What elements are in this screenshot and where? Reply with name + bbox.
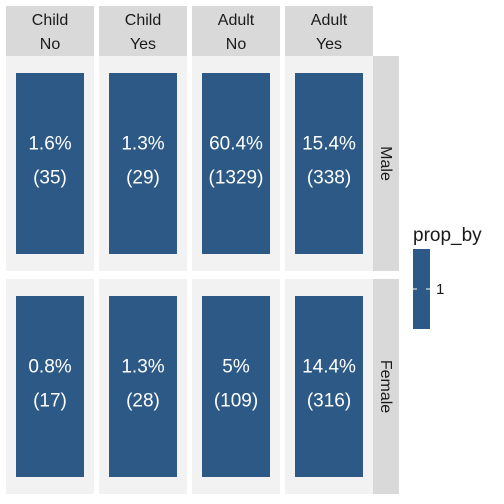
column-strip-label-bottom: No <box>226 36 247 53</box>
cell-count-label: (316) <box>307 391 351 412</box>
mosaic-bar <box>16 296 84 477</box>
cell-count-label: (338) <box>307 168 351 189</box>
legend-label: 1 <box>436 281 444 298</box>
column-strip-label-top: Adult <box>218 12 255 29</box>
mosaic-bar <box>109 73 177 254</box>
cell-count-label: (28) <box>126 391 160 412</box>
panel-cell: 14.4% (316) <box>285 279 373 494</box>
column-strip: Child No <box>6 6 94 56</box>
panel-cell: 1.6% (35) <box>6 56 94 271</box>
row-strip-bg <box>372 56 399 271</box>
mosaic-bar <box>109 296 177 477</box>
panel-cell: 1.3% (28) <box>99 279 187 494</box>
mosaic-bar <box>16 73 84 254</box>
row-strip-label: Female <box>377 360 394 413</box>
column-strip-label-bottom: Yes <box>130 36 156 53</box>
cell-count-label: (35) <box>33 168 67 189</box>
column-strip-bg <box>192 6 280 56</box>
mosaic-bar <box>295 296 363 477</box>
column-strip: Adult No <box>192 6 280 56</box>
column-strip-label-top: Child <box>32 12 68 29</box>
column-strip: Adult Yes <box>285 6 373 56</box>
row-strip-label: Male <box>377 146 394 181</box>
column-strips: Child No Child Yes Adult No Adult Yes <box>6 6 373 56</box>
panel-cell: 5% (109) <box>192 279 280 494</box>
cell-percent-label: 1.3% <box>121 357 164 378</box>
cell-count-label: (17) <box>33 391 67 412</box>
cell-percent-label: 15.4% <box>302 134 356 155</box>
mosaic-bar <box>202 73 270 254</box>
cell-percent-label: 60.4% <box>209 134 263 155</box>
legend-color-key <box>413 249 430 329</box>
row-strip: Female <box>372 279 399 494</box>
panel-cell: 15.4% (338) <box>285 56 373 271</box>
column-strip-bg <box>6 6 94 56</box>
row-strip: Male <box>372 56 399 271</box>
column-strip-label-top: Adult <box>311 12 348 29</box>
mosaic-bar <box>202 296 270 477</box>
column-strip-label-bottom: Yes <box>316 36 342 53</box>
cell-percent-label: 5% <box>222 357 250 378</box>
column-strip-label-top: Child <box>125 12 161 29</box>
cell-percent-label: 14.4% <box>302 357 356 378</box>
row-strip-bg <box>372 279 399 494</box>
cell-percent-label: 1.6% <box>28 134 71 155</box>
legend: prop_by 1 <box>413 225 482 329</box>
cell-percent-label: 0.8% <box>28 357 71 378</box>
cell-count-label: (29) <box>126 168 160 189</box>
column-strip-bg <box>285 6 373 56</box>
column-strip-bg <box>99 6 187 56</box>
panel-cell: 0.8% (17) <box>6 279 94 494</box>
column-strip-label-bottom: No <box>40 36 61 53</box>
cell-count-label: (109) <box>214 391 258 412</box>
row-strips: Male Female <box>372 56 399 494</box>
cell-count-label: (1329) <box>209 168 264 189</box>
mosaic-bar <box>295 73 363 254</box>
cell-percent-label: 1.3% <box>121 134 164 155</box>
panel-cell: 1.3% (29) <box>99 56 187 271</box>
panels: 1.6% (35) 1.3% (29) 60.4% (1329) 15.4% (338) 0.8… <box>6 56 373 494</box>
panel-cell: 60.4% (1329) <box>192 56 280 271</box>
legend-title: prop_by <box>413 225 482 246</box>
column-strip: Child Yes <box>99 6 187 56</box>
